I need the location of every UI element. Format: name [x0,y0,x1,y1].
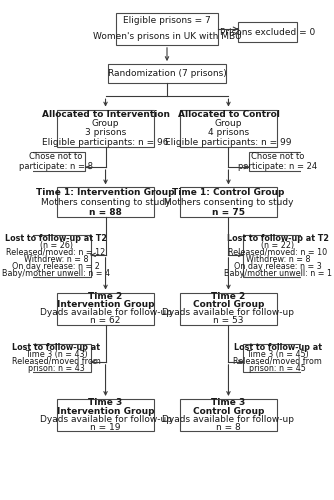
Text: participate: n = 24: participate: n = 24 [238,162,317,171]
FancyBboxPatch shape [21,344,91,372]
Text: Time 2: Time 2 [211,292,245,301]
Text: Mothers consenting to study: Mothers consenting to study [164,198,293,207]
Text: (n = 22): (n = 22) [261,241,295,250]
Text: Randomization (7 prisons): Randomization (7 prisons) [108,69,226,78]
Text: Time 3: Time 3 [211,398,245,407]
FancyBboxPatch shape [180,110,277,147]
Text: Dyads available for follow-up: Dyads available for follow-up [162,308,295,317]
Text: Dyads available for follow-up: Dyads available for follow-up [39,414,172,424]
Text: Released/moved from: Released/moved from [233,357,322,366]
Text: n = 75: n = 75 [212,208,245,216]
Text: Withdrew: n = 8: Withdrew: n = 8 [245,255,310,264]
Text: n = 19: n = 19 [90,422,121,432]
FancyBboxPatch shape [57,188,154,217]
Text: prison: n = 43: prison: n = 43 [28,364,85,372]
Text: Time 3 (n = 43): Time 3 (n = 43) [25,350,88,359]
Text: Time 1: Intervention Group: Time 1: Intervention Group [36,188,175,197]
Text: Allocated to Intervention: Allocated to Intervention [41,110,170,118]
FancyBboxPatch shape [57,292,154,325]
Text: Withdrew: n = 8: Withdrew: n = 8 [24,255,89,264]
Text: Group: Group [215,119,242,128]
Text: n = 53: n = 53 [213,316,244,326]
Text: Time 2: Time 2 [89,292,123,301]
FancyBboxPatch shape [57,110,154,147]
Text: Chose not to: Chose not to [251,152,305,161]
Text: Group: Group [92,119,119,128]
Text: 4 prisons: 4 prisons [208,128,249,138]
Text: Chose not to: Chose not to [29,152,83,161]
Text: 3 prisons: 3 prisons [85,128,126,138]
Text: Dyads available for follow-up: Dyads available for follow-up [162,414,295,424]
Text: n = 88: n = 88 [89,208,122,216]
Text: prison: n = 45: prison: n = 45 [249,364,306,372]
Text: Women's prisons in UK with MBU: Women's prisons in UK with MBU [93,32,241,42]
FancyBboxPatch shape [238,22,297,42]
FancyBboxPatch shape [243,235,313,277]
Text: Baby/mother unwell: n = 1: Baby/mother unwell: n = 1 [224,269,332,278]
Text: Intervention Group: Intervention Group [57,406,154,416]
FancyBboxPatch shape [27,152,86,172]
Text: Time 1: Control Group: Time 1: Control Group [172,188,285,197]
FancyBboxPatch shape [57,399,154,431]
Text: Control Group: Control Group [193,300,264,309]
Text: Released/moved: n = 12: Released/moved: n = 12 [6,248,106,257]
FancyBboxPatch shape [243,344,313,372]
Text: Eligible participants: n = 96: Eligible participants: n = 96 [42,138,169,146]
FancyBboxPatch shape [108,64,226,83]
Text: n = 62: n = 62 [91,316,121,326]
Text: (n = 26): (n = 26) [40,241,72,250]
Text: n = 8: n = 8 [216,422,241,432]
Text: participate: n = 8: participate: n = 8 [19,162,93,171]
Text: Control Group: Control Group [193,406,264,416]
Text: On day release: n = 2: On day release: n = 2 [12,262,100,271]
FancyBboxPatch shape [180,188,277,217]
Text: Baby/mother unwell: n = 4: Baby/mother unwell: n = 4 [2,269,110,278]
Text: Lost to follow-up at T2: Lost to follow-up at T2 [5,234,107,243]
Text: Allocated to Control: Allocated to Control [178,110,280,118]
FancyBboxPatch shape [21,235,91,277]
Text: Mothers consenting to study: Mothers consenting to study [41,198,170,207]
Text: Eligible prisons = 7: Eligible prisons = 7 [123,16,211,25]
Text: Lost to follow-up at: Lost to follow-up at [234,343,322,352]
Text: Eligible participants: n = 99: Eligible participants: n = 99 [165,138,292,146]
Text: Lost to follow-up at T2: Lost to follow-up at T2 [227,234,329,243]
FancyBboxPatch shape [180,399,277,431]
Text: Time 3 (n = 45): Time 3 (n = 45) [246,350,309,359]
Text: Time 3: Time 3 [89,398,123,407]
Text: Dyads available for follow-up: Dyads available for follow-up [39,308,172,317]
Text: Lost to follow-up at: Lost to follow-up at [12,343,100,352]
Text: Prisons excluded = 0: Prisons excluded = 0 [219,28,315,36]
FancyBboxPatch shape [116,12,218,45]
FancyBboxPatch shape [180,292,277,325]
Text: Released/moved: n = 10: Released/moved: n = 10 [228,248,327,257]
FancyBboxPatch shape [248,152,307,172]
Text: On day release: n = 3: On day release: n = 3 [234,262,322,271]
Text: Intervention Group: Intervention Group [57,300,154,309]
Text: Released/moved from: Released/moved from [12,357,101,366]
